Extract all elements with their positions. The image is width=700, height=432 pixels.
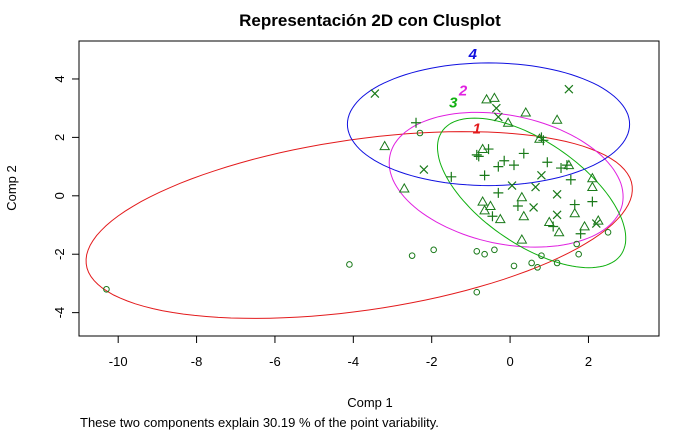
point-plus: [565, 174, 576, 185]
cluster-ellipse-2: [388, 111, 624, 248]
point-circle: [553, 259, 561, 267]
point-plus: [548, 221, 559, 232]
point-triangle: [518, 210, 530, 221]
point-plus: [561, 160, 572, 171]
point-cross: [537, 170, 546, 180]
point-cross: [419, 165, 429, 174]
point-triangle: [543, 216, 555, 227]
point-plus: [509, 160, 519, 171]
cluster-ellipse-3: [437, 117, 627, 269]
point-plus: [542, 157, 553, 168]
point-triangle: [569, 207, 581, 218]
point-plus: [575, 228, 586, 239]
y-tick-label: -4: [52, 307, 67, 319]
y-tick-label: -2: [52, 248, 67, 260]
cluster-label-4: 4: [468, 46, 478, 63]
point-triangle: [553, 226, 565, 237]
point-cross: [531, 182, 540, 192]
x-tick-label: -10: [109, 354, 128, 369]
point-cross: [529, 203, 539, 212]
point-circle: [481, 250, 488, 258]
point-circle: [528, 259, 535, 267]
point-triangle: [579, 220, 591, 231]
point-circle: [408, 252, 416, 259]
x-tick-label: -8: [191, 354, 203, 369]
cluster-ellipse-1: [85, 131, 633, 319]
point-circle: [491, 246, 498, 254]
cluster-ellipse-4: [346, 62, 631, 187]
chart-title: Representación 2D con Clusplot: [239, 11, 501, 30]
point-circle: [534, 264, 541, 271]
point-triangle: [551, 114, 563, 124]
point-circle: [416, 129, 424, 137]
point-cross: [491, 103, 501, 113]
point-plus: [493, 187, 504, 198]
point-circle: [473, 247, 481, 255]
point-plus: [556, 163, 567, 174]
point-triangle: [481, 93, 493, 104]
point-cross: [552, 189, 562, 199]
y-axis: -4 -2 0 2 4: [52, 75, 79, 318]
y-tick-label: 2: [52, 134, 67, 141]
point-plus: [411, 117, 422, 128]
point-triangle: [398, 182, 410, 193]
point-plus: [512, 201, 523, 212]
x-tick-label: -6: [269, 354, 281, 369]
point-triangle: [488, 92, 500, 102]
point-cross: [493, 112, 503, 122]
cluster-label-1: 1: [473, 121, 481, 138]
point-triangle: [502, 117, 514, 127]
point-triangle: [485, 200, 496, 210]
point-cross: [591, 219, 601, 228]
cluster-labels: 1 23 4: [449, 46, 481, 137]
point-circle: [573, 240, 581, 248]
point-cross: [507, 181, 517, 191]
variability-caption: These two components explain 30.19 % of …: [80, 415, 439, 430]
point-plus: [587, 196, 598, 207]
cluster-ellipses: [85, 62, 633, 319]
y-tick-label: 0: [52, 192, 67, 199]
point-circle: [510, 262, 518, 270]
point-triangle: [494, 213, 506, 224]
point-plus: [518, 148, 529, 159]
point-circle: [103, 285, 110, 293]
point-triangle: [586, 181, 598, 191]
y-tick-label: 4: [52, 75, 67, 82]
point-plus: [446, 171, 457, 182]
point-circle: [604, 229, 612, 236]
point-plus: [483, 144, 494, 155]
point-plus: [471, 149, 482, 160]
point-plus: [569, 199, 580, 210]
point-circle: [346, 261, 353, 268]
point-plus: [479, 170, 490, 181]
point-triangle: [516, 191, 528, 202]
x-axis: -10 -8 -6 -4 -2 0 2: [109, 335, 592, 369]
point-triangle: [520, 106, 532, 117]
y-axis-label: Comp 2: [4, 165, 19, 211]
point-cross: [564, 84, 574, 94]
x-tick-label: -2: [426, 354, 438, 369]
point-plus: [473, 151, 484, 162]
cluster-label-3: 3: [449, 94, 458, 111]
x-axis-label: Comp 1: [347, 395, 393, 410]
point-circle: [473, 288, 481, 296]
point-circle: [430, 246, 437, 254]
x-tick-label: 0: [506, 354, 513, 369]
point-circle: [538, 252, 545, 259]
point-triangle: [379, 140, 391, 151]
data-points: [103, 84, 612, 296]
x-tick-label: 2: [585, 354, 592, 369]
point-circle: [575, 250, 582, 258]
point-cross: [552, 210, 562, 220]
point-triangle: [477, 196, 489, 206]
point-plus: [493, 161, 504, 172]
x-tick-label: -4: [348, 354, 360, 369]
point-cross: [370, 89, 380, 98]
point-plus: [499, 155, 510, 166]
point-triangle: [516, 234, 528, 244]
point-plus: [538, 135, 549, 146]
point-plus: [487, 211, 498, 222]
cluster-label-2: 2: [458, 83, 468, 100]
